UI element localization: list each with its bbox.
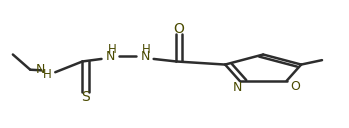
Text: N: N [105,50,115,63]
Text: H: H [107,43,116,56]
Text: H: H [142,43,151,56]
Text: N: N [140,50,150,63]
Text: N: N [233,81,243,94]
Text: O: O [173,22,185,36]
Text: O: O [290,80,300,93]
Text: H: H [43,68,52,81]
Text: N: N [35,63,45,76]
Text: S: S [81,90,90,104]
